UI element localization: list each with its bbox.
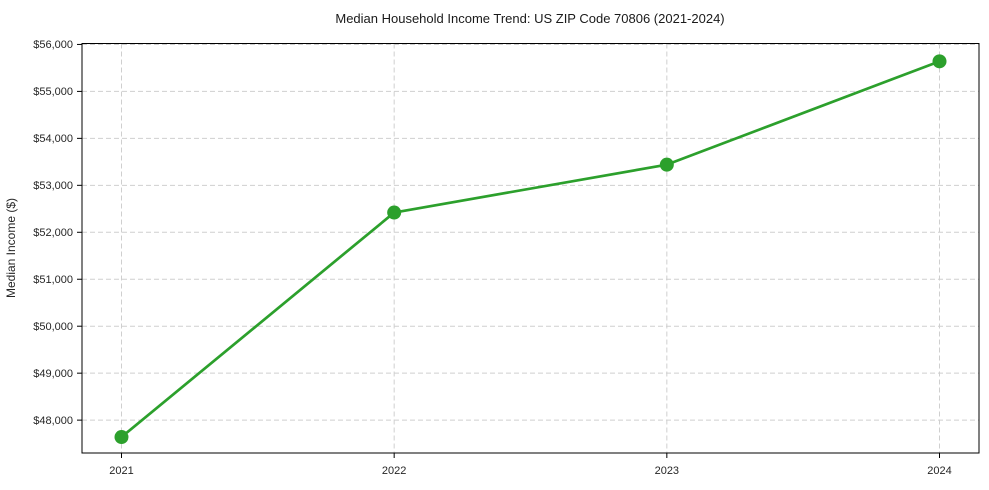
data-point-marker (114, 430, 129, 445)
y-tick-label: $50,000 (33, 321, 73, 333)
x-tick-label: 2022 (382, 465, 406, 477)
y-tick-label: $56,000 (33, 39, 73, 51)
x-tick-label: 2021 (109, 465, 133, 477)
y-tick-label: $52,000 (33, 227, 73, 239)
chart-title: Median Household Income Trend: US ZIP Co… (335, 11, 724, 26)
y-tick-label: $48,000 (33, 415, 73, 427)
y-tick-label: $55,000 (33, 86, 73, 98)
y-axis-label: Median Income ($) (4, 198, 18, 298)
y-tick-label: $51,000 (33, 274, 73, 286)
x-tick-label: 2023 (655, 465, 679, 477)
y-tick-label: $49,000 (33, 368, 73, 380)
data-point-marker (932, 54, 947, 69)
plot-border (81, 43, 980, 454)
y-tick-label: $54,000 (33, 133, 73, 145)
y-tick-label: $53,000 (33, 180, 73, 192)
plot-area: $48,000 $49,000 $50,000 $51,000 $52,000 $53,0… (33, 39, 980, 477)
data-point-marker (659, 157, 674, 172)
data-point-marker (387, 205, 402, 220)
x-tick-label: 2024 (927, 465, 951, 477)
data-line (120, 60, 940, 439)
